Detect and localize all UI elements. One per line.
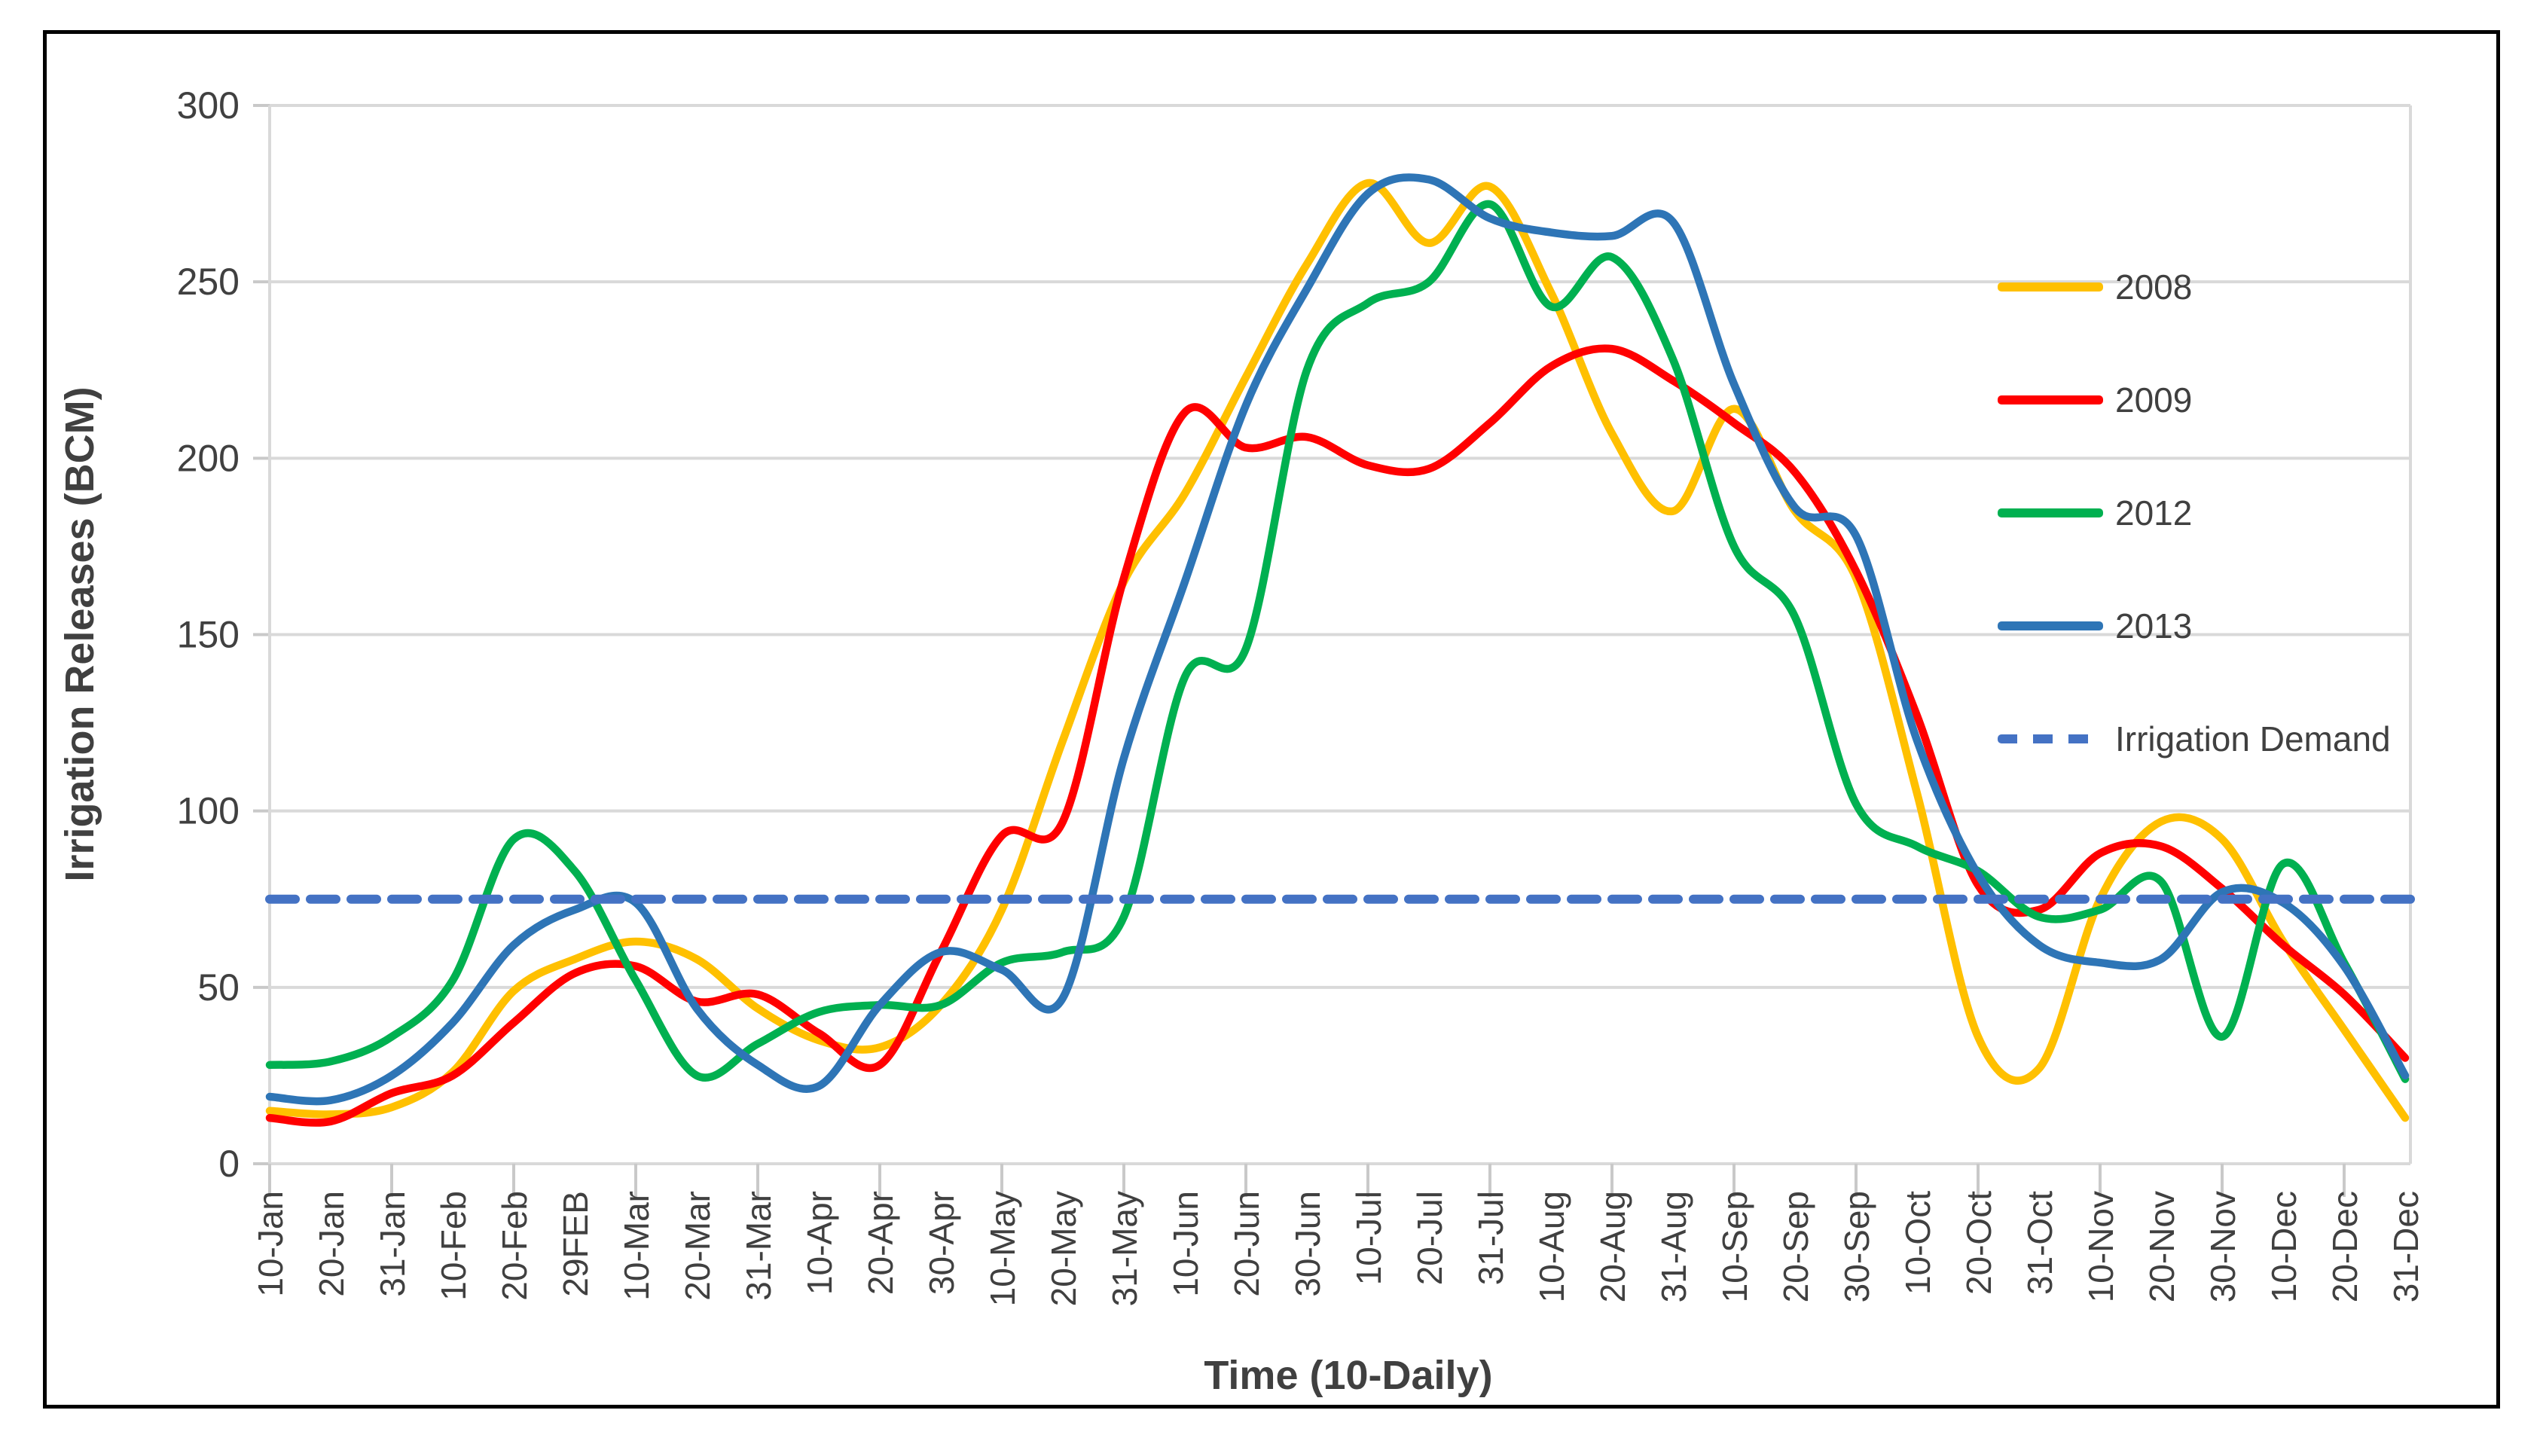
legend-item: 2013 <box>1998 569 2391 682</box>
series-2012 <box>265 200 2410 1083</box>
x-tick-label: 31-Oct <box>2020 1191 2059 1295</box>
x-tick-label: 31-Jul <box>1471 1191 1510 1285</box>
legend-item: Irrigation Demand <box>1998 682 2391 795</box>
x-tick-label: 10-Aug <box>1532 1191 1571 1302</box>
legend-label: Irrigation Demand <box>2115 719 2391 759</box>
x-tick-label: 10-Jul <box>1349 1191 1388 1285</box>
series-2013 <box>265 173 2410 1106</box>
x-tick-label: 30-Jun <box>1288 1191 1327 1297</box>
legend-swatch-2012 <box>1998 508 2103 517</box>
legend-label: 2013 <box>2115 606 2193 646</box>
x-tick-label: 20-Dec <box>2325 1191 2364 1302</box>
x-tick-label: 20-Nov <box>2142 1191 2181 1302</box>
x-axis-title: Time (10-Daily) <box>1204 1353 1493 1398</box>
legend-swatch-2009 <box>1998 395 2103 404</box>
x-tick-label: 20-Oct <box>1959 1191 1998 1295</box>
legend-item: 2009 <box>1998 343 2391 456</box>
x-tick-label: 20-Jul <box>1410 1191 1449 1285</box>
x-tick-label: 10-Mar <box>617 1191 656 1301</box>
x-tick-label: 10-Nov <box>2081 1191 2120 1302</box>
x-tick-label: 20-Sep <box>1776 1191 1815 1302</box>
y-tick-label: 300 <box>177 84 240 127</box>
y-tick-label: 100 <box>177 790 240 832</box>
x-tick-label: 20-Jun <box>1227 1191 1266 1297</box>
legend-item: 2012 <box>1998 456 2391 569</box>
x-tick-label: 20-Feb <box>495 1191 534 1301</box>
x-tick-label: 10-Apr <box>800 1191 839 1295</box>
x-tick-label: 10-Jan <box>251 1191 290 1297</box>
y-tick-label: 250 <box>177 261 240 303</box>
x-tick-label: 30-Sep <box>1837 1191 1876 1302</box>
y-tick-label: 150 <box>177 614 240 656</box>
y-tick-label: 50 <box>197 966 240 1009</box>
x-tick-label: 20-May <box>1044 1191 1083 1306</box>
x-tick-label: 30-Apr <box>922 1191 961 1295</box>
x-tick-label: 29FEB <box>556 1191 595 1297</box>
chart-frame <box>43 30 2500 1409</box>
x-tick-label: 30-Nov <box>2203 1191 2242 1302</box>
x-tick-label: 31-Jan <box>373 1191 412 1297</box>
legend-swatch-2013 <box>1998 621 2103 630</box>
y-axis-title: Irrigation Releases (BCM) <box>57 386 102 882</box>
x-tick-label: 20-Apr <box>861 1191 900 1295</box>
x-tick-label: 10-Dec <box>2264 1191 2303 1302</box>
x-tick-label: 10-Jun <box>1166 1191 1205 1297</box>
x-tick-label: 20-Aug <box>1593 1191 1632 1302</box>
x-tick-label: 31-Mar <box>739 1191 778 1301</box>
x-tick-label: 10-Sep <box>1715 1191 1754 1302</box>
legend-item: 2008 <box>1998 230 2391 343</box>
x-tick-label: 10-May <box>983 1191 1022 1306</box>
x-tick-label: 10-Oct <box>1898 1191 1937 1295</box>
x-tick-label: 20-Mar <box>678 1191 717 1301</box>
x-tick-label: 31-Dec <box>2386 1191 2425 1302</box>
x-tick-label: 31-Aug <box>1654 1191 1693 1302</box>
x-tick-label: 31-May <box>1105 1191 1144 1306</box>
x-tick-label: 10-Feb <box>434 1191 473 1301</box>
legend-label: 2012 <box>2115 493 2193 533</box>
series-2008 <box>265 179 2410 1122</box>
y-tick-label: 0 <box>218 1143 240 1185</box>
legend: 2008 2009 2012 2013 Irrigation Demand <box>1998 230 2391 795</box>
legend-swatch-irrigation-demand <box>1998 734 2103 743</box>
x-tick-label: 20-Jan <box>312 1191 351 1297</box>
legend-label: 2008 <box>2115 267 2193 307</box>
y-tick-label: 200 <box>177 437 240 479</box>
legend-swatch-2008 <box>1998 282 2103 292</box>
legend-label: 2009 <box>2115 380 2193 420</box>
